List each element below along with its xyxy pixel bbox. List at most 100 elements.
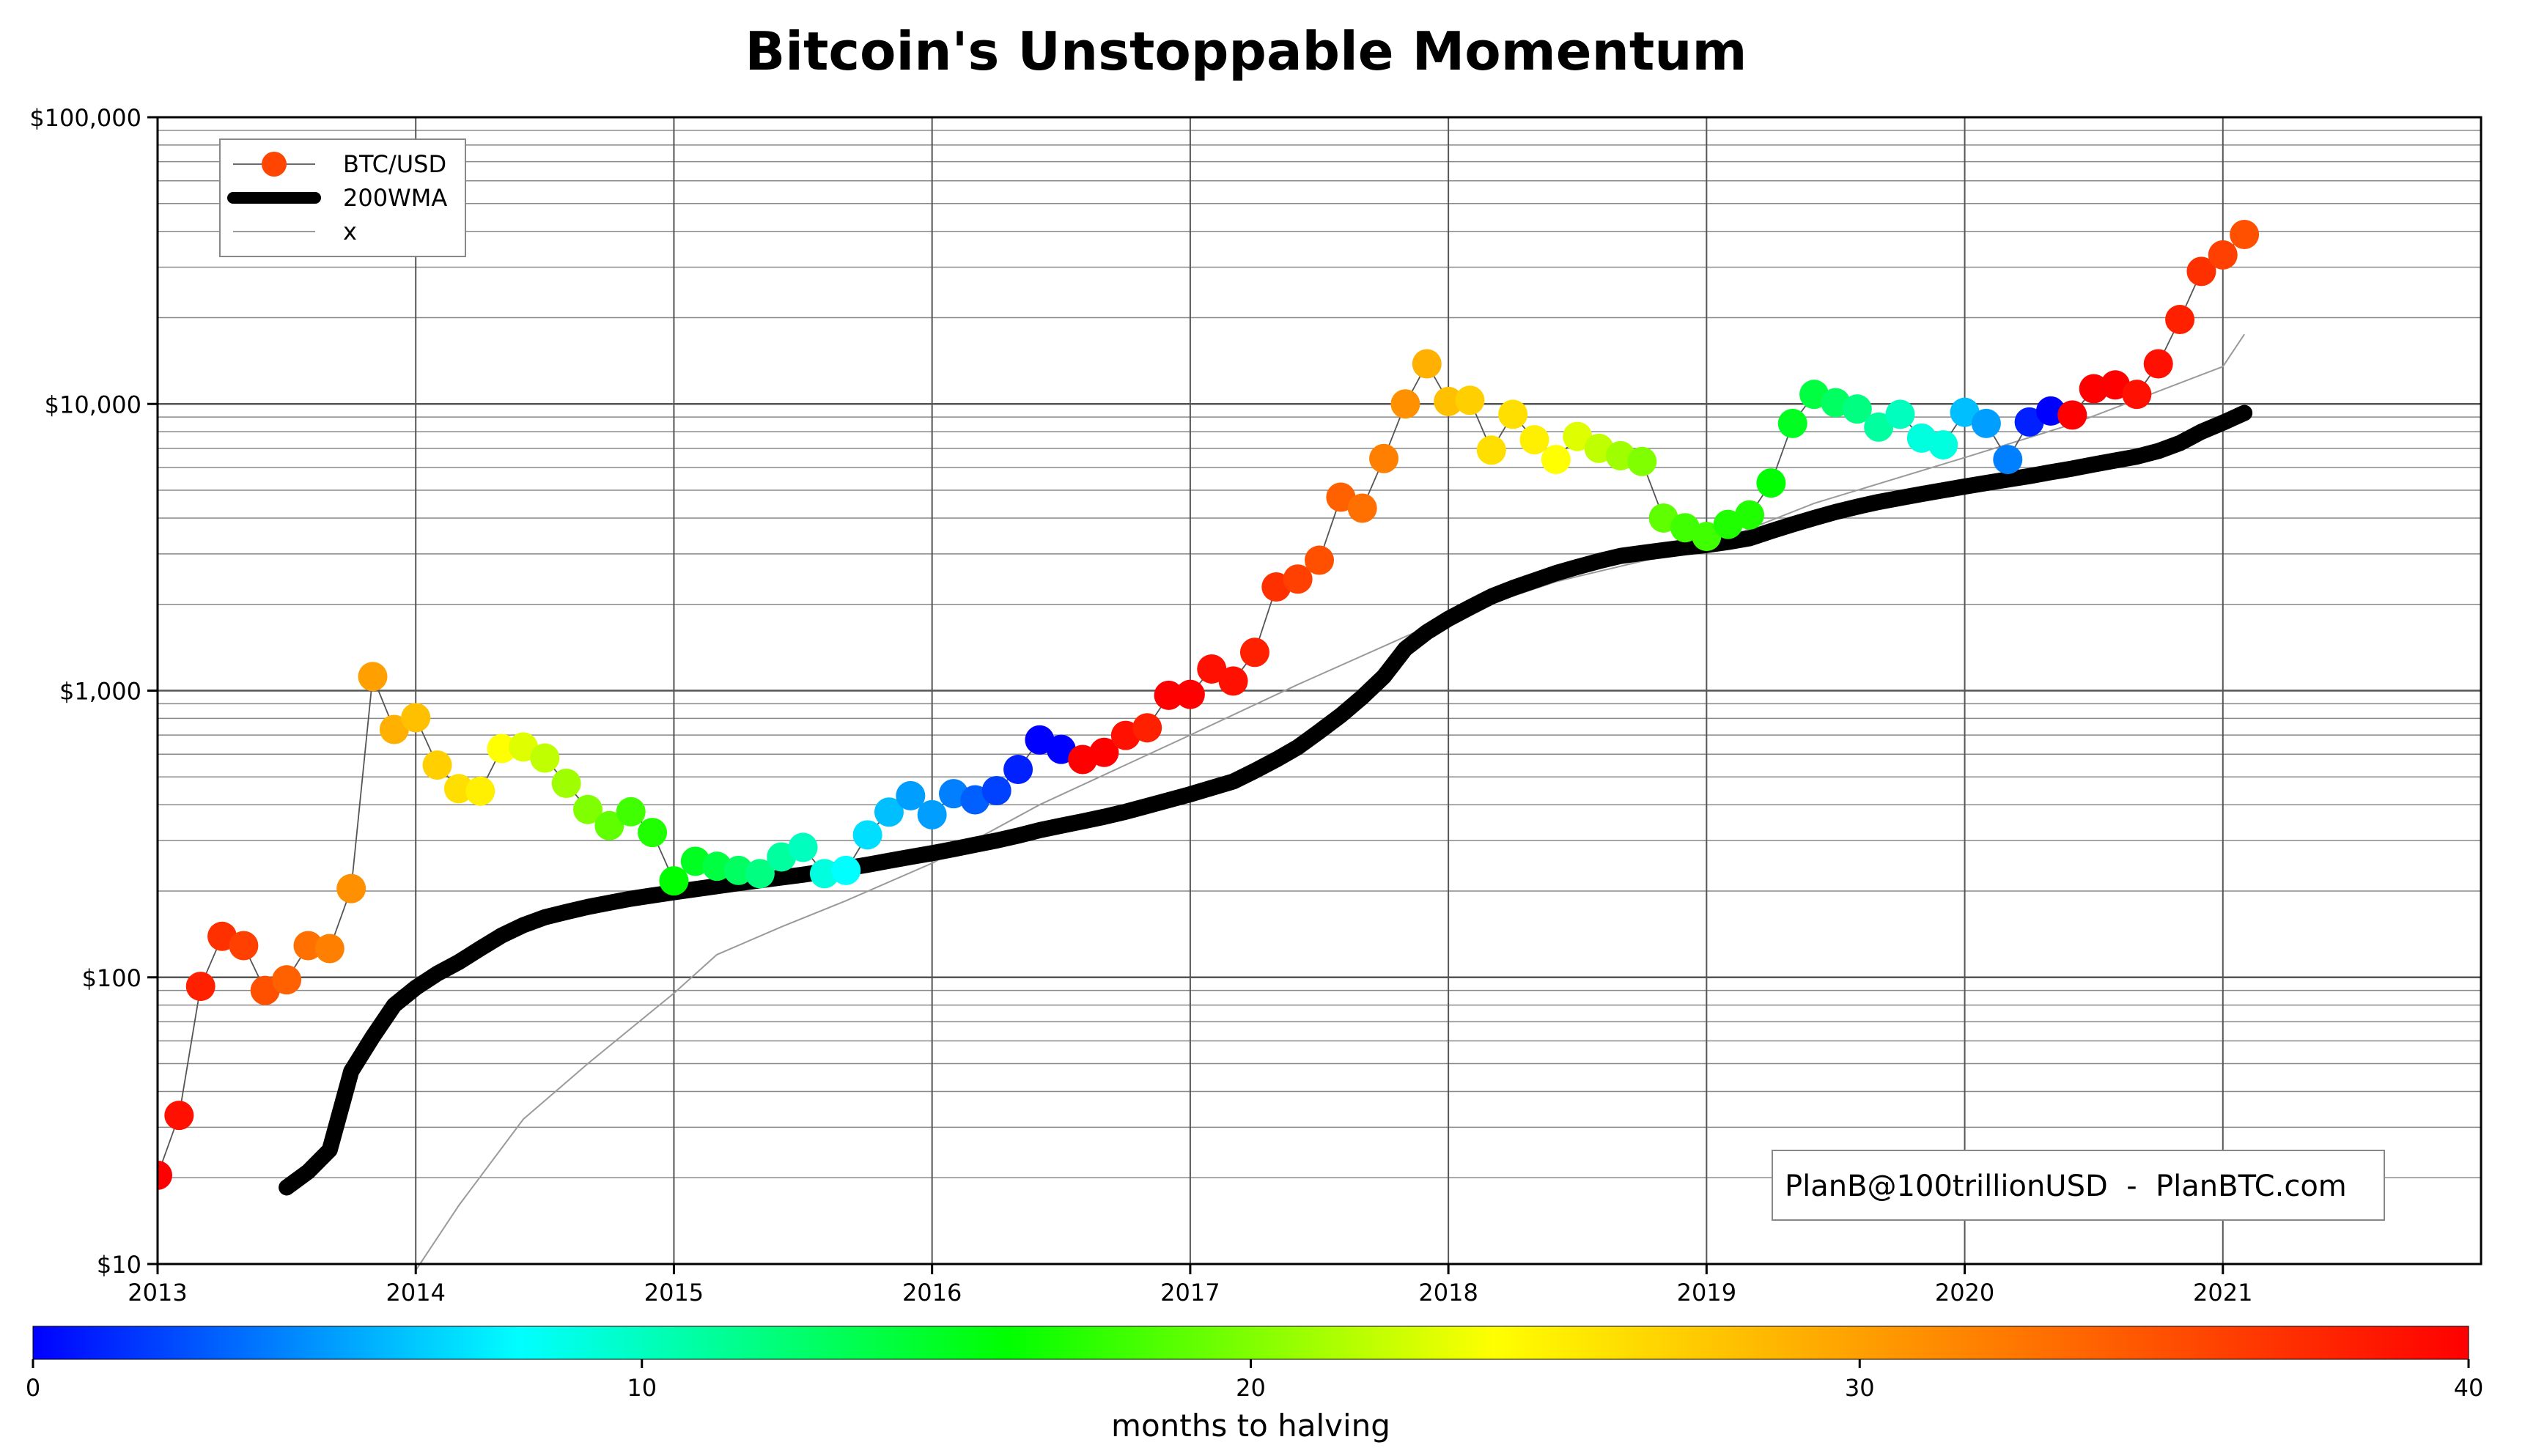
btc-price-point <box>293 931 323 961</box>
btc-price-point <box>659 866 689 896</box>
btc-price-point <box>1003 755 1033 785</box>
btc-price-point <box>2208 240 2238 270</box>
legend-swatch-marker <box>262 152 287 177</box>
chart-title: Bitcoin's Unstoppable Momentum <box>745 21 1747 82</box>
legend-label: BTC/USD <box>343 150 446 178</box>
btc-price-point <box>2122 380 2152 410</box>
colorbar-label: months to halving <box>1111 1408 1390 1444</box>
btc-price-point <box>874 797 904 827</box>
btc-price-point <box>185 972 215 1002</box>
y-axis: $10 $100 $1,000 $10,000 $100,000 <box>29 104 158 1279</box>
x-axis: 2013 2014 2015 2016 2017 2018 2019 2020 2021 <box>128 1264 2252 1307</box>
plot-series <box>158 219 2260 1271</box>
btc-price-point <box>1476 435 1506 465</box>
btc-price-point <box>1132 713 1162 743</box>
btc-price-point <box>1563 421 1593 451</box>
btc-price-point <box>917 799 947 829</box>
btc-price-point <box>551 768 581 798</box>
x-tick-label: 2016 <box>902 1279 962 1307</box>
btc-price-point <box>616 797 646 827</box>
btc-price-point <box>573 794 603 824</box>
btc-price-point <box>530 743 560 773</box>
colorbar-tick-label: 20 <box>1236 1374 1266 1402</box>
legend: BTC/USD 200WMA x <box>219 138 466 257</box>
y-tick-label: $100,000 <box>29 104 141 132</box>
btc-price-point <box>1455 385 1485 415</box>
btc-price-point <box>1928 430 1958 460</box>
btc-price-point <box>336 873 366 903</box>
btc-price-point <box>401 703 431 733</box>
x-tick-label: 2021 <box>2193 1279 2252 1307</box>
200wma-line <box>279 404 2253 1196</box>
btc-price-point <box>1218 666 1248 696</box>
btc-price-point <box>981 775 1011 805</box>
btc-price-point <box>1519 425 1549 455</box>
btc-price-point <box>465 776 495 806</box>
btc-price-point <box>1692 522 1722 552</box>
colorbar-tick-label: 0 <box>26 1374 40 1402</box>
annotation-box: PlanB@100trillionUSD - PlanBTC.com <box>1772 1150 2385 1221</box>
btc-price-point <box>1305 545 1334 575</box>
x-series-line <box>415 333 2245 1271</box>
grid <box>157 117 2481 1265</box>
btc-price-point <box>1541 445 1571 475</box>
btc-price-point <box>443 774 473 804</box>
y-tick-label: $10,000 <box>45 391 141 418</box>
x-tick-label: 2014 <box>386 1279 446 1307</box>
btc-price-point <box>2143 349 2173 379</box>
btc-price-point <box>1735 500 1765 530</box>
btc-price-point <box>379 714 409 744</box>
btc-price-point <box>1283 564 1313 594</box>
btc-price-point <box>1175 679 1205 709</box>
btc-price-point <box>158 1160 172 1190</box>
btc-price-point <box>1347 493 1377 523</box>
btc-price-point <box>1777 408 1807 438</box>
colorbar-tick-label: 10 <box>627 1374 657 1402</box>
x-tick-label: 2019 <box>1677 1279 1736 1307</box>
y-tick-label: $100 <box>82 964 141 992</box>
btc-price-point <box>358 662 388 692</box>
colorbar-tick-label: 30 <box>1845 1374 1875 1402</box>
btc-price-point <box>1864 412 1894 442</box>
btc-price-point <box>1627 446 1657 476</box>
btc-price-point <box>1412 349 1442 379</box>
btc-price-point <box>2057 400 2087 430</box>
btc-price-point <box>1950 397 1980 427</box>
btc-price-point <box>229 931 259 961</box>
btc-price-point <box>1842 394 1872 424</box>
annotation-text: PlanB@100trillionUSD - PlanBTC.com <box>1785 1169 2347 1203</box>
btc-price-point <box>745 859 775 889</box>
btc-price-point <box>2165 305 2195 335</box>
btc-price-point <box>638 818 668 848</box>
x-tick-label: 2017 <box>1160 1279 1220 1307</box>
colorbar: 0 10 20 30 40 months to halving <box>26 1326 2483 1444</box>
x-tick-label: 2018 <box>1418 1279 1478 1307</box>
legend-label: x <box>343 218 357 245</box>
btc-price-point <box>1434 386 1464 416</box>
btc-price-point <box>831 855 861 885</box>
colorbar-gradient <box>32 1326 2469 1360</box>
btc-price-point <box>164 1101 194 1131</box>
btc-price-point <box>1369 443 1399 473</box>
y-tick-label: $1,000 <box>59 678 141 706</box>
btc-price-point <box>2230 219 2260 249</box>
btc-price-point <box>272 965 302 995</box>
btc-price-point <box>896 780 926 810</box>
btc-price-point <box>508 732 538 762</box>
btc-price-point <box>1971 408 2001 438</box>
x-tick-label: 2015 <box>644 1279 704 1307</box>
legend-label: 200WMA <box>343 184 447 212</box>
btc-price-point <box>594 810 624 840</box>
btc-price-point <box>1756 468 1786 498</box>
btc-price-point <box>1154 680 1184 710</box>
btc-price-point <box>487 733 517 764</box>
btc-price-point <box>314 934 344 964</box>
y-tick-label: $10 <box>97 1251 141 1279</box>
btc-price-point <box>2186 256 2216 287</box>
btc-price-point <box>852 820 882 850</box>
btc-price-point <box>1993 445 2023 475</box>
btc-price-point <box>1498 399 1528 429</box>
btc-price-point <box>1885 399 1915 429</box>
